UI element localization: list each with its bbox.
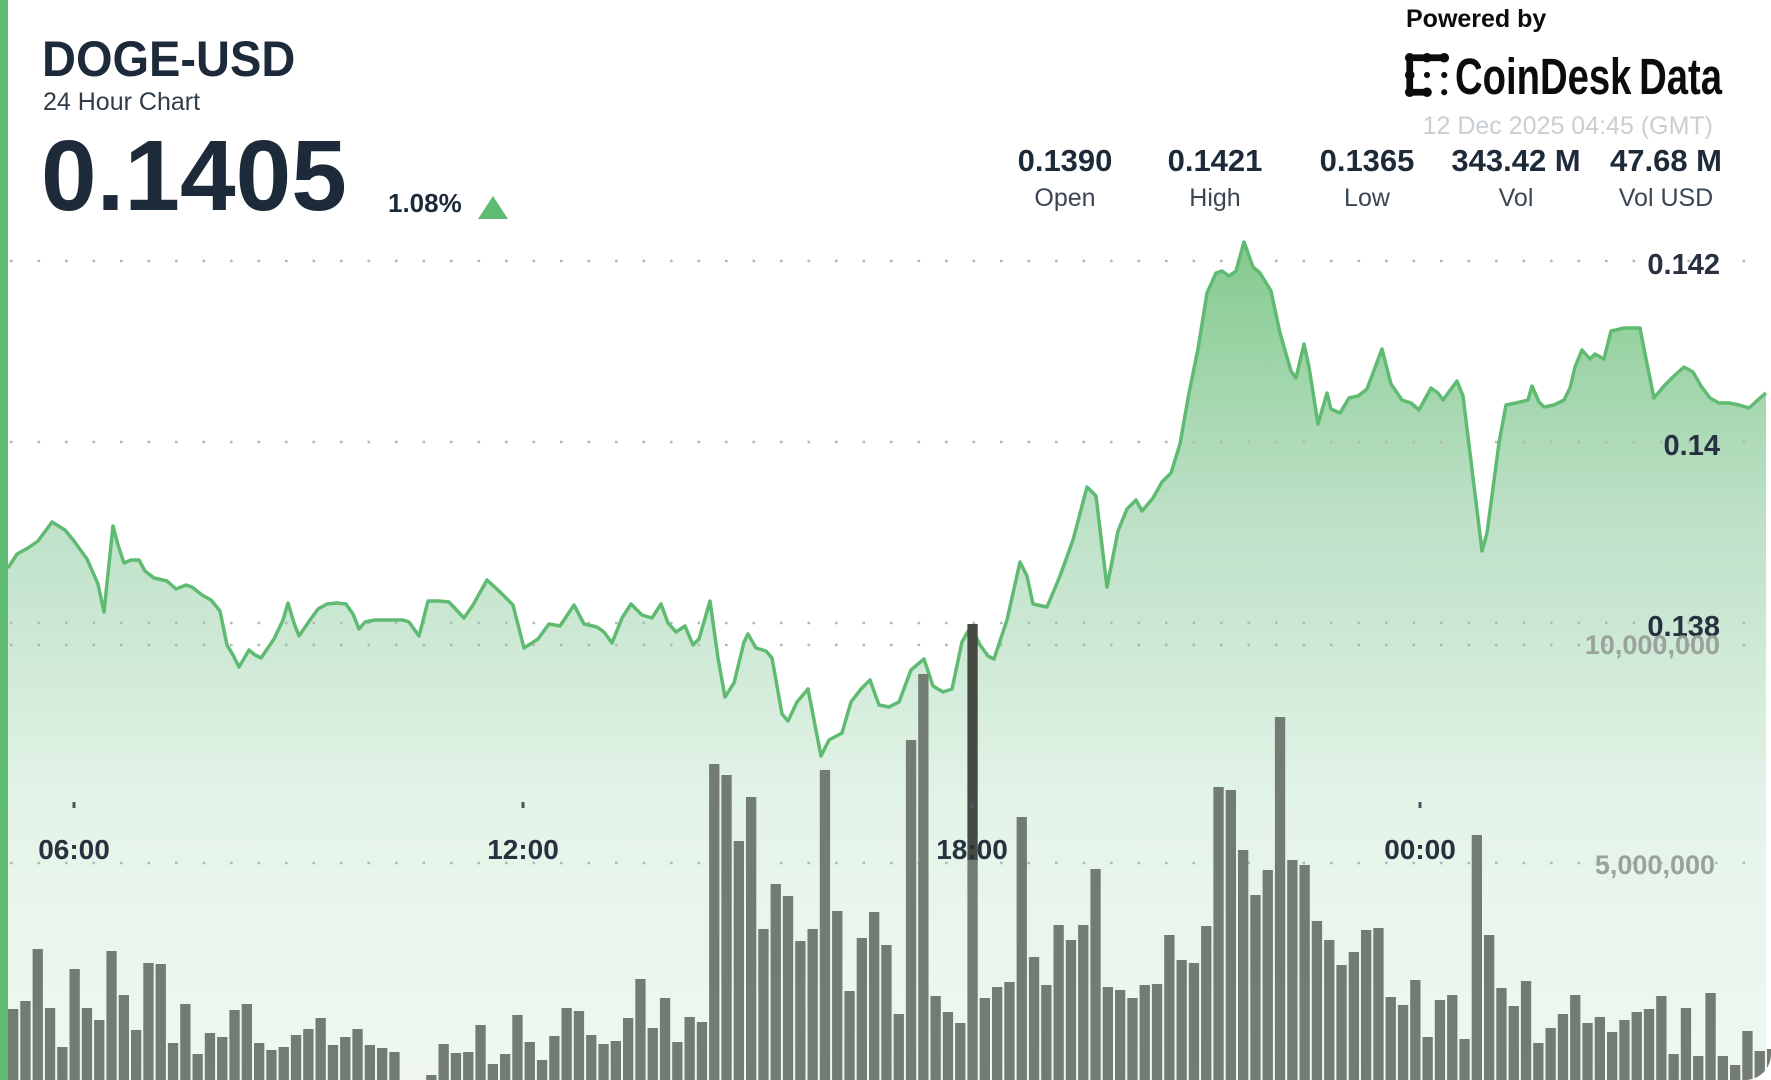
svg-text:5,000,000: 5,000,000 — [1595, 850, 1715, 880]
svg-text:0.14: 0.14 — [1664, 430, 1720, 462]
svg-text:18:00: 18:00 — [936, 834, 1008, 865]
svg-text:12:00: 12:00 — [487, 834, 559, 865]
svg-text:0.142: 0.142 — [1647, 249, 1720, 281]
svg-text:10,000,000: 10,000,000 — [1585, 630, 1720, 660]
svg-text:00:00: 00:00 — [1384, 834, 1456, 865]
svg-text:0.138: 0.138 — [1647, 611, 1720, 643]
svg-text:06:00: 06:00 — [38, 834, 110, 865]
